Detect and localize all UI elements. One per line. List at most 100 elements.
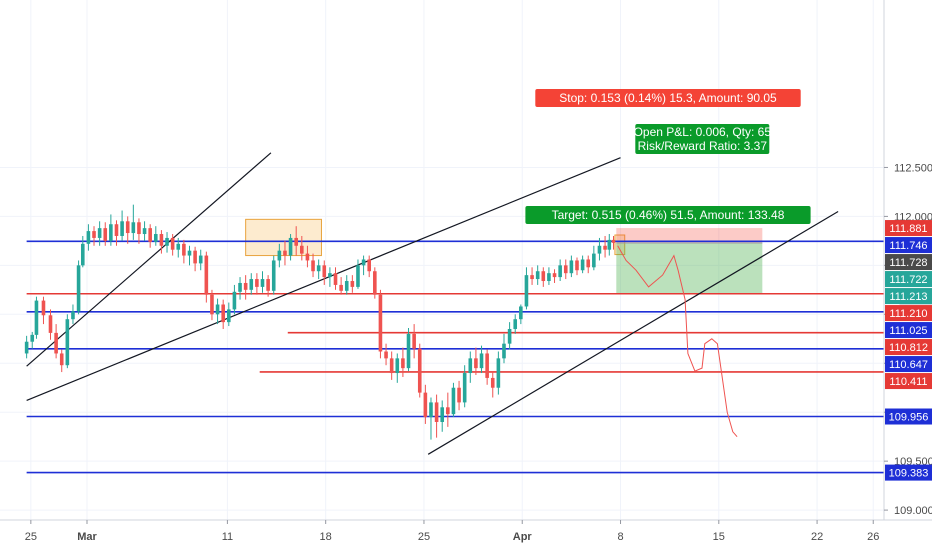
projection-path[interactable] [617, 245, 738, 438]
candle-body [513, 319, 518, 329]
candle-body [519, 306, 523, 320]
target-zone[interactable] [616, 243, 763, 294]
candle-body [339, 284, 343, 291]
candle-body [159, 234, 164, 246]
time-tick-label: 26 [867, 531, 879, 543]
candle-body [395, 358, 400, 374]
candle-body [597, 245, 602, 254]
price-level-badge[interactable] [885, 373, 932, 390]
candle-body [271, 260, 276, 291]
highlight-boxes [245, 218, 626, 257]
price-level-badge-label: 111.881 [889, 223, 927, 235]
price-level-badge[interactable] [885, 464, 932, 481]
price-level-badge[interactable] [885, 305, 932, 322]
price-level-badge[interactable] [885, 271, 932, 288]
candle-body [260, 279, 265, 287]
price-level-badge-label: 111.746 [889, 240, 927, 252]
time-axis[interactable]: 25 Mar 11 18 25 Apr 8 15 22 26 [0, 519, 932, 550]
candle-body [210, 294, 214, 315]
candle-body [333, 273, 338, 285]
time-tick-label: Apr [513, 531, 533, 543]
candle-body [80, 243, 85, 266]
stop-zone[interactable] [616, 228, 763, 244]
candle-body [266, 279, 270, 291]
time-tick-label: 25 [25, 531, 37, 543]
price-axis[interactable]: 112.500112.000111.500111.000110.500110.0… [883, 0, 932, 550]
candle-body [423, 392, 428, 418]
candle-body [120, 221, 124, 236]
candle-body [479, 353, 484, 369]
candle-body [109, 224, 113, 241]
price-level-badge-label: 110.812 [889, 342, 928, 354]
candle-body [153, 234, 158, 242]
candle-body [344, 281, 349, 291]
candle-body [541, 271, 546, 282]
target-label: Target: 0.515 (0.46%) 51.5, Amount: 133.… [552, 208, 785, 222]
candle-body [137, 222, 141, 235]
time-tick-label: 25 [418, 531, 430, 543]
position-tool[interactable] [616, 228, 763, 294]
candle-body [249, 279, 254, 290]
position-labels: Stop: 0.153 (0.14%) 15.3, Amount: 90.05 O… [525, 89, 811, 224]
candle-body [412, 333, 416, 349]
candle-body [182, 243, 186, 256]
candle-body [440, 407, 445, 422]
candle-body [485, 353, 489, 378]
projection-line[interactable] [617, 245, 738, 438]
price-level-badge[interactable] [885, 288, 932, 305]
trend-line[interactable] [26, 157, 621, 402]
highlight-box [614, 234, 626, 256]
price-level-badge[interactable] [885, 356, 932, 373]
candle-body [328, 273, 332, 278]
price-level-badge[interactable] [885, 254, 932, 271]
candle-body [468, 358, 473, 374]
price-tick-label: 109.000 [894, 505, 932, 517]
candle-body [434, 402, 439, 422]
price-level-badge-label: 109.956 [889, 412, 929, 424]
candle-body [356, 265, 360, 287]
price-level-badge[interactable] [885, 220, 932, 237]
target-label-bg [525, 206, 811, 224]
price-level-badge-label: 111.722 [889, 274, 927, 286]
candle-body [283, 250, 287, 256]
candle-body [311, 260, 315, 272]
trend-line[interactable] [427, 210, 839, 455]
stop-label: Stop: 0.153 (0.14%) 15.3, Amount: 90.05 [559, 91, 777, 105]
candle-body [417, 348, 422, 393]
candles [24, 204, 616, 440]
candle-body [215, 304, 220, 315]
candle-body [603, 245, 607, 250]
candle-body [65, 319, 70, 366]
price-level-badge[interactable] [885, 322, 932, 339]
candle-body [524, 275, 529, 307]
candle-body [41, 300, 46, 316]
candle-body [490, 377, 495, 388]
price-level-badge[interactable] [885, 237, 932, 254]
price-level-badge-label: 111.213 [889, 291, 927, 303]
price-level-badge-label: 111.025 [889, 325, 927, 337]
candle-body [389, 358, 394, 374]
candle-body [48, 315, 53, 333]
candle-body [103, 228, 108, 241]
candle-body [552, 273, 557, 278]
candle-body [34, 300, 39, 335]
candle-body [300, 245, 304, 254]
rr-label: Risk/Reward Ratio: 3.37 [638, 139, 768, 153]
candle-body [170, 237, 175, 250]
candle-body [322, 265, 327, 278]
candle-body [373, 271, 377, 295]
time-tick-label: Mar [77, 531, 97, 543]
candle-body [131, 222, 136, 234]
time-tick-label: 8 [617, 531, 623, 543]
candle-body [30, 334, 35, 342]
candle-body [125, 221, 130, 234]
candle-body [592, 253, 596, 268]
candle-body [401, 358, 405, 369]
price-level-badge[interactable] [885, 408, 932, 425]
candle-body [563, 265, 568, 274]
candle-body [255, 279, 259, 287]
price-level-badge[interactable] [885, 339, 932, 356]
pnl-label: Open P&L: 0.006, Qty: 65 [634, 125, 772, 139]
